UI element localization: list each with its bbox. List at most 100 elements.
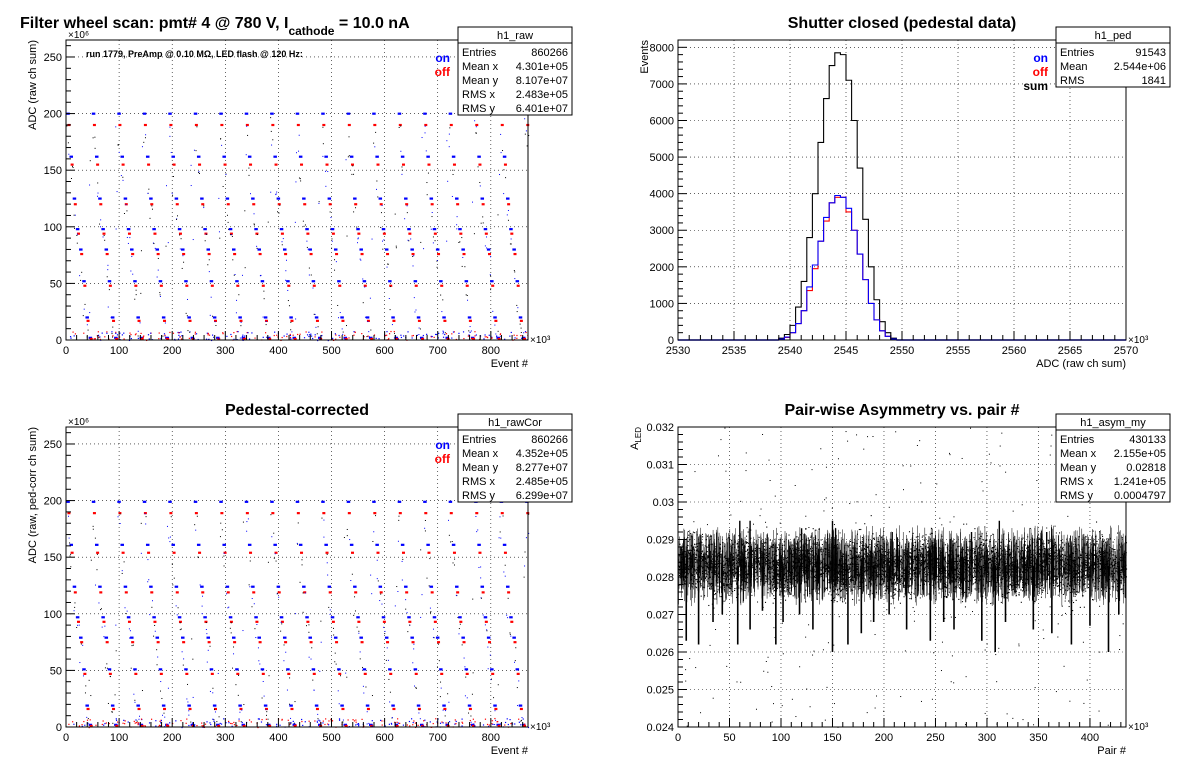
- rawCor-point-on: [423, 501, 427, 503]
- rawCor-point-on: [347, 501, 351, 503]
- raw-point-transition: [180, 248, 181, 249]
- rawCor-point-low: [206, 721, 207, 722]
- raw-point-off: [287, 285, 290, 287]
- raw-point-transition: [270, 192, 271, 193]
- rawCor-point-low: [504, 724, 505, 725]
- asym-point: [900, 584, 901, 585]
- raw-point-off: [163, 320, 166, 322]
- raw-point-transition: [315, 327, 316, 328]
- rawCor-point-off: [434, 621, 437, 623]
- rawCor-point-transition: [152, 600, 153, 601]
- rawCor-point-off: [252, 591, 255, 593]
- rawCor-point-low: [159, 721, 160, 722]
- rawCor-point-on: [512, 637, 516, 639]
- rawCor-point-transition: [303, 612, 304, 613]
- raw-point-transition: [330, 211, 331, 212]
- raw-point-transition: [227, 215, 228, 216]
- raw-point-transition: [140, 293, 141, 294]
- raw-point-transition: [382, 205, 383, 206]
- raw-point-transition: [311, 274, 312, 275]
- rawCor-point-low: [102, 724, 103, 725]
- rawCor-point-transition: [509, 632, 510, 633]
- raw-point-on: [261, 280, 265, 282]
- raw-point-transition: [433, 236, 434, 237]
- rawCor-point-transition: [220, 523, 221, 524]
- raw-point-transition: [87, 324, 88, 325]
- raw-point-transition: [318, 203, 319, 204]
- rawCor-point-transition: [439, 660, 440, 661]
- raw-point-transition: [440, 295, 441, 296]
- raw-point-off: [131, 253, 134, 255]
- rawCor-point-on: [312, 668, 316, 670]
- raw-point-low: [148, 334, 149, 335]
- raw-point-transition: [337, 305, 338, 306]
- raw-point-transition: [166, 185, 167, 186]
- rawCor-point-transition: [106, 663, 107, 664]
- raw-point-transition: [283, 238, 284, 239]
- rawCor-point-low: [485, 719, 486, 720]
- raw-point-transition: [426, 150, 427, 151]
- rawCor-point-low: [445, 722, 446, 723]
- ped-series-sum: [779, 53, 897, 340]
- raw-point-low: [94, 338, 95, 339]
- raw-point-low: [500, 334, 501, 335]
- raw-point-transition: [213, 337, 214, 338]
- rawCor-point-low: [441, 721, 442, 722]
- rawCor-point-low: [234, 724, 235, 725]
- raw-point-on: [334, 248, 338, 250]
- rawCor-point-transition: [414, 686, 415, 687]
- rawCor-point-low: [90, 719, 91, 720]
- rawCor-point-off: [195, 512, 198, 514]
- raw-point-off: [510, 233, 513, 235]
- raw-point-low: [386, 331, 387, 332]
- rawCor-point-transition: [323, 537, 324, 538]
- rawCor-point-off: [520, 708, 523, 710]
- raw-point-transition: [358, 237, 359, 238]
- raw-point-low: [122, 334, 123, 335]
- rawCor-point-transition: [437, 667, 438, 668]
- rawCor-point-transition: [317, 718, 318, 719]
- rawCor-point-on: [379, 586, 383, 588]
- asym-point: [1041, 585, 1042, 586]
- rawCor-point-on: [401, 544, 405, 546]
- raw-point-transition: [443, 331, 444, 332]
- asym-point: [810, 554, 811, 555]
- rawCor-point-transition: [323, 520, 324, 521]
- asym-point: [1076, 594, 1077, 595]
- rawCor-point-transition: [349, 539, 350, 540]
- rawCor-point-transition: [252, 598, 253, 599]
- raw-point-low: [274, 332, 275, 333]
- raw-point-off: [246, 124, 249, 126]
- ped-stats-value-0: 91543: [1135, 47, 1166, 59]
- raw-point-transition: [150, 218, 151, 219]
- asym-point: [768, 592, 769, 593]
- raw-point-on: [296, 113, 300, 115]
- raw-point-off: [189, 320, 192, 322]
- raw-point-transition: [250, 193, 251, 194]
- raw-point-transition: [276, 192, 277, 193]
- raw-point-transition: [169, 136, 170, 137]
- raw-point-transition: [505, 177, 506, 178]
- raw-point-low: [436, 334, 437, 335]
- rawCor-point-transition: [176, 605, 177, 606]
- rawCor-point-transition: [477, 529, 478, 530]
- raw-point-off: [427, 164, 430, 166]
- raw-point-on: [187, 316, 191, 318]
- rawCor-point-low: [372, 724, 373, 725]
- rawCor-point-transition: [195, 530, 196, 531]
- rawCor-point-low: [358, 724, 359, 725]
- asym-point: [1112, 554, 1113, 555]
- asym-point: [983, 544, 984, 545]
- raw-point-on: [127, 228, 131, 230]
- raw-point-off: [418, 320, 421, 322]
- rawCor-xtick-label-3: 300: [216, 732, 234, 744]
- raw-point-low: [181, 335, 182, 336]
- raw-point-low: [321, 331, 322, 332]
- raw-point-low: [315, 334, 316, 335]
- rawCor-point-transition: [462, 644, 463, 645]
- raw-point-low: [443, 332, 444, 333]
- raw-point-low: [338, 335, 339, 336]
- rawCor-point-transition: [507, 617, 508, 618]
